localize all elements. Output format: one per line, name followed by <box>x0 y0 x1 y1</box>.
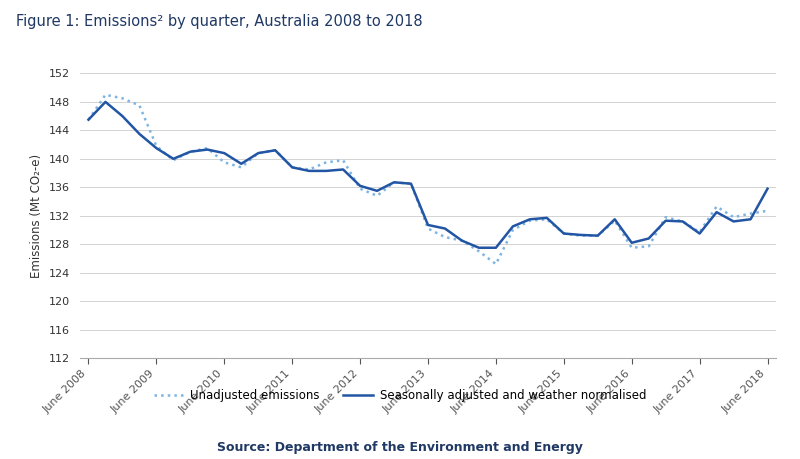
Text: Source: Department of the Environment and Energy: Source: Department of the Environment an… <box>217 442 583 454</box>
Unadjusted emissions <box>474 249 484 254</box>
Seasonally adjusted and weather normalised <box>712 209 722 215</box>
Seasonally adjusted and weather normalised <box>559 231 569 236</box>
Seasonally adjusted and weather normalised <box>491 245 501 251</box>
Seasonally adjusted and weather normalised <box>627 240 637 246</box>
Unadjusted emissions <box>542 217 552 222</box>
Unadjusted emissions <box>84 117 94 123</box>
Unadjusted emissions <box>729 214 738 220</box>
Text: Figure 1: Emissions² by quarter, Australia 2008 to 2018: Figure 1: Emissions² by quarter, Austral… <box>16 14 422 29</box>
Unadjusted emissions <box>559 231 569 236</box>
Unadjusted emissions <box>151 143 161 149</box>
Seasonally adjusted and weather normalised <box>644 236 654 241</box>
Unadjusted emissions <box>186 149 195 154</box>
Unadjusted emissions <box>695 230 705 235</box>
Seasonally adjusted and weather normalised <box>372 188 382 194</box>
Seasonally adjusted and weather normalised <box>678 218 687 224</box>
Seasonally adjusted and weather normalised <box>186 149 195 154</box>
Seasonally adjusted and weather normalised <box>270 147 280 153</box>
Unadjusted emissions <box>491 261 501 267</box>
Seasonally adjusted and weather normalised <box>254 151 263 156</box>
Unadjusted emissions <box>304 167 314 172</box>
Unadjusted emissions <box>134 103 144 108</box>
Legend: Unadjusted emissions, Seasonally adjusted and weather normalised: Unadjusted emissions, Seasonally adjuste… <box>149 385 651 407</box>
Unadjusted emissions <box>169 157 178 163</box>
Unadjusted emissions <box>322 160 331 165</box>
Unadjusted emissions <box>762 208 772 213</box>
Unadjusted emissions <box>406 181 416 186</box>
Unadjusted emissions <box>610 218 619 224</box>
Unadjusted emissions <box>270 147 280 153</box>
Unadjusted emissions <box>101 92 110 97</box>
Seasonally adjusted and weather normalised <box>695 231 705 236</box>
Seasonally adjusted and weather normalised <box>202 147 212 152</box>
Seasonally adjusted and weather normalised <box>661 218 670 224</box>
Seasonally adjusted and weather normalised <box>593 233 602 238</box>
Seasonally adjusted and weather normalised <box>101 99 110 105</box>
Unadjusted emissions <box>576 233 586 238</box>
Seasonally adjusted and weather normalised <box>746 217 755 222</box>
Seasonally adjusted and weather normalised <box>169 156 178 162</box>
Unadjusted emissions <box>118 95 127 101</box>
Unadjusted emissions <box>508 227 518 233</box>
Unadjusted emissions <box>237 165 246 170</box>
Seasonally adjusted and weather normalised <box>304 168 314 174</box>
Unadjusted emissions <box>423 226 433 231</box>
Seasonally adjusted and weather normalised <box>134 131 144 137</box>
Seasonally adjusted and weather normalised <box>322 168 331 174</box>
Unadjusted emissions <box>593 233 602 238</box>
Unadjusted emissions <box>457 238 466 243</box>
Unadjusted emissions <box>254 151 263 156</box>
Seasonally adjusted and weather normalised <box>610 217 619 222</box>
Seasonally adjusted and weather normalised <box>762 186 772 191</box>
Unadjusted emissions <box>661 214 670 220</box>
Unadjusted emissions <box>644 244 654 249</box>
Seasonally adjusted and weather normalised <box>729 218 738 224</box>
Seasonally adjusted and weather normalised <box>457 238 466 243</box>
Seasonally adjusted and weather normalised <box>474 245 484 251</box>
Unadjusted emissions <box>712 204 722 209</box>
Y-axis label: Emissions (Mt CO₂-e): Emissions (Mt CO₂-e) <box>30 154 43 278</box>
Seasonally adjusted and weather normalised <box>390 179 399 185</box>
Unadjusted emissions <box>338 157 348 163</box>
Seasonally adjusted and weather normalised <box>576 232 586 238</box>
Unadjusted emissions <box>627 245 637 251</box>
Seasonally adjusted and weather normalised <box>287 165 297 170</box>
Seasonally adjusted and weather normalised <box>508 224 518 229</box>
Unadjusted emissions <box>746 211 755 216</box>
Seasonally adjusted and weather normalised <box>406 181 416 186</box>
Seasonally adjusted and weather normalised <box>525 217 534 222</box>
Unadjusted emissions <box>355 186 365 191</box>
Seasonally adjusted and weather normalised <box>151 146 161 151</box>
Unadjusted emissions <box>287 165 297 170</box>
Unadjusted emissions <box>440 235 450 240</box>
Seasonally adjusted and weather normalised <box>338 167 348 172</box>
Unadjusted emissions <box>678 218 687 224</box>
Seasonally adjusted and weather normalised <box>440 226 450 231</box>
Line: Unadjusted emissions: Unadjusted emissions <box>89 95 767 264</box>
Seasonally adjusted and weather normalised <box>84 117 94 123</box>
Seasonally adjusted and weather normalised <box>237 161 246 167</box>
Seasonally adjusted and weather normalised <box>423 222 433 228</box>
Unadjusted emissions <box>372 193 382 199</box>
Seasonally adjusted and weather normalised <box>355 183 365 189</box>
Seasonally adjusted and weather normalised <box>118 113 127 119</box>
Unadjusted emissions <box>390 179 399 185</box>
Line: Seasonally adjusted and weather normalised: Seasonally adjusted and weather normalis… <box>89 102 767 248</box>
Unadjusted emissions <box>219 160 229 165</box>
Unadjusted emissions <box>202 146 212 151</box>
Seasonally adjusted and weather normalised <box>219 151 229 156</box>
Unadjusted emissions <box>525 218 534 224</box>
Seasonally adjusted and weather normalised <box>542 215 552 221</box>
